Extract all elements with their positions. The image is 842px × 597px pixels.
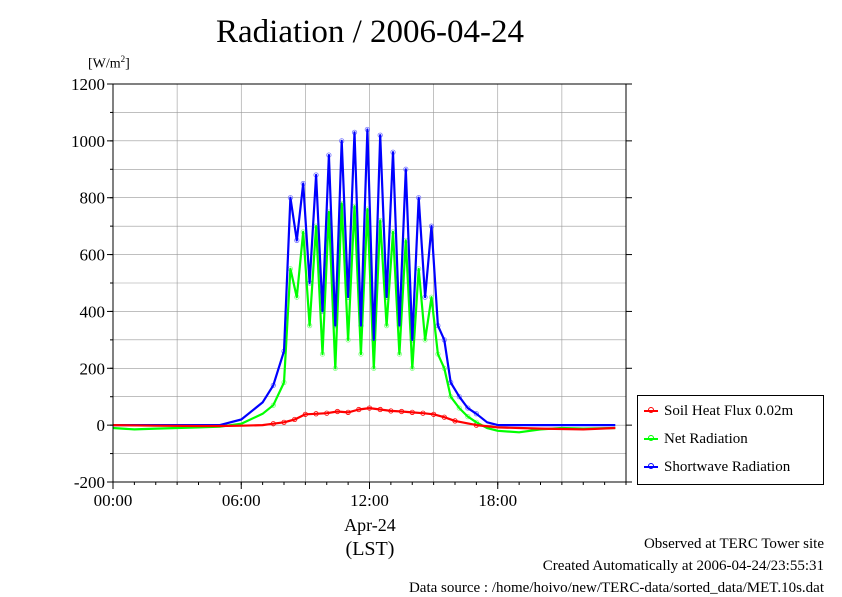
legend-swatch-shortwave [644, 463, 658, 469]
y-tick-label: 400 [80, 302, 106, 321]
series-shortwave-radiation-point [456, 394, 462, 400]
legend-label-shortwave: Shortwave Radiation [664, 458, 791, 475]
legend-item-soil: Soil Heat Flux 0.02m [644, 402, 793, 420]
legend-item-net: Net Radiation [644, 430, 748, 448]
legend-item-shortwave: Shortwave Radiation [644, 458, 790, 476]
legend-label-soil: Soil Heat Flux 0.02m [664, 402, 794, 419]
y-tick-label: 1000 [71, 132, 105, 151]
axis-ticks: -200 0 200 400 600 800 1000 1200 00:00 06:00 12:00… [71, 75, 632, 510]
series-lines [112, 128, 616, 434]
series-net-radiation-point [456, 405, 462, 411]
series-shortwave-radiation-line [113, 128, 616, 427]
y-tick-label: 0 [97, 416, 106, 435]
series-soil-heat-flux-line [112, 407, 616, 431]
y-tick-label: 800 [80, 189, 106, 208]
legend-label-net: Net Radiation [664, 430, 748, 447]
unit-close: ] [125, 56, 130, 72]
y-tick-label: 1200 [71, 75, 105, 94]
legend: Soil Heat Flux 0.02m Net Radiation Short… [637, 395, 824, 485]
footer-created: Created Automatically at 2006-04-24/23:5… [542, 558, 824, 574]
y-tick-label: 200 [80, 359, 106, 378]
series-shortwave-radiation-point [473, 411, 479, 417]
x-timezone-label: (LST) [345, 538, 395, 560]
series-net-radiation-point [465, 414, 471, 420]
series-net-radiation-line [112, 202, 616, 434]
unit-base: [W/m [88, 56, 121, 72]
x-tick-label: 00:00 [94, 491, 133, 510]
y-tick-label: 600 [80, 246, 106, 265]
unit-superscript: 2 [120, 54, 126, 64]
legend-swatch-soil [644, 407, 658, 413]
chart-title: Radiation / 2006-04-24 [216, 14, 524, 50]
series-shortwave-radiation-point [465, 405, 471, 411]
y-tick-label: -200 [74, 473, 105, 492]
footer-site: Observed at TERC Tower site [643, 536, 824, 552]
x-date-label: Apr-24 [344, 515, 396, 535]
x-tick-label: 12:00 [350, 491, 389, 510]
x-tick-label: 06:00 [222, 491, 261, 510]
y-axis-unit: [W/m2] [88, 54, 130, 73]
x-tick-label: 18:00 [478, 491, 517, 510]
legend-swatch-net [644, 435, 658, 441]
footer-source: Data source : /home/hoivo/new/TERC-data/… [408, 580, 824, 596]
